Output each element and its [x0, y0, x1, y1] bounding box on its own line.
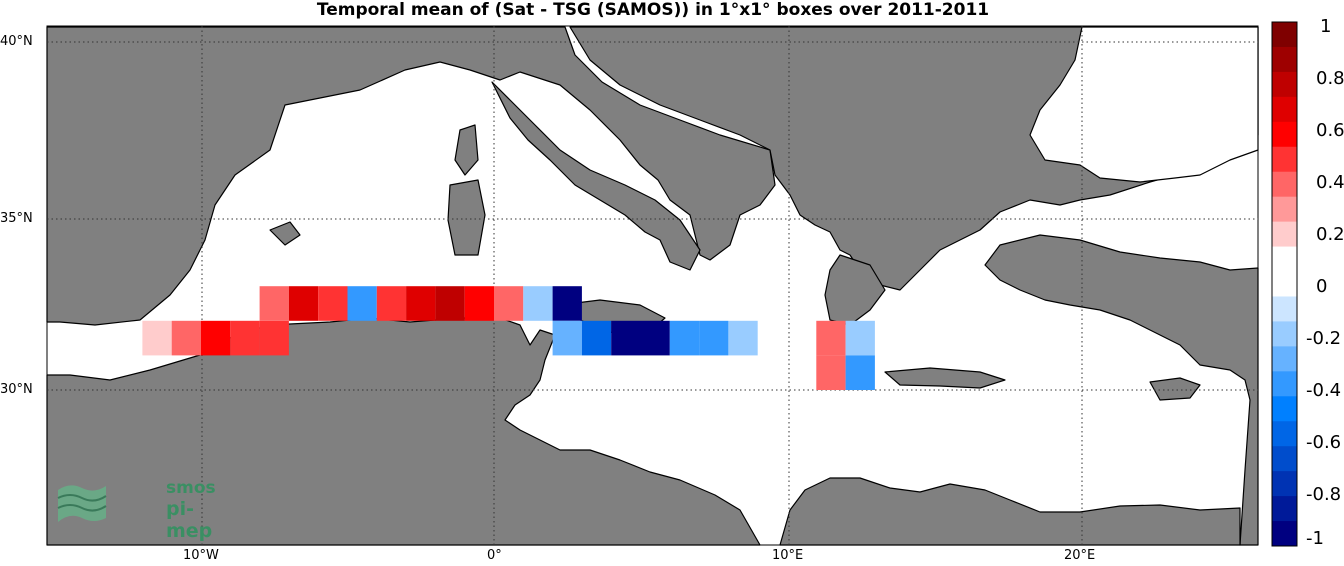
- libya-egypt: [779, 477, 1241, 546]
- colorbar-swatch-13: [1272, 346, 1297, 372]
- lon-label-20e: 20°E: [1064, 548, 1096, 563]
- lat-label-30n: 30°N: [0, 382, 33, 397]
- colorbar-swatch-8: [1272, 221, 1297, 248]
- colorbar-swatch-2: [1272, 71, 1297, 98]
- colorbar-tick-7: -0.4: [1306, 380, 1342, 401]
- heatmap-cell-24: [816, 355, 846, 390]
- colorbar-tick-6: -0.2: [1306, 328, 1342, 349]
- corsica: [454, 124, 479, 176]
- colorbar-tick-1: 0.8: [1316, 68, 1344, 89]
- colorbar-swatch-19: [1272, 496, 1297, 522]
- colorbar-swatch-15: [1272, 396, 1297, 422]
- colorbar-swatch-0: [1272, 22, 1297, 48]
- heatmap-cell-26: [845, 355, 875, 390]
- colorbar: [1272, 22, 1297, 547]
- heatmap-cell-13: [494, 286, 524, 321]
- heatmap-cell-2: [201, 320, 231, 356]
- colorbar-tick-4: 0.2: [1316, 224, 1344, 245]
- heatmap-cell-6: [288, 286, 319, 321]
- colorbar-swatch-10: [1272, 271, 1297, 297]
- italy-peninsula: [491, 81, 701, 271]
- heatmap-cell-1: [171, 320, 201, 356]
- colorbar-tick-5: 0: [1316, 276, 1328, 297]
- crete: [884, 367, 1006, 389]
- heatmap-cell-5: [259, 286, 289, 321]
- colorbar-swatch-12: [1272, 321, 1297, 347]
- colorbar-swatch-7: [1272, 196, 1297, 223]
- colorbar-swatch-5: [1272, 146, 1297, 173]
- colorbar-swatch-17: [1272, 446, 1297, 472]
- heatmap-cell-11: [435, 286, 465, 321]
- heatmap-cell-0: [142, 320, 172, 356]
- colorbar-tick-3: 0.4: [1316, 172, 1344, 193]
- lat-label-40n: 40°N: [0, 34, 33, 49]
- colorbar-tick-10: -1: [1306, 528, 1324, 549]
- colorbar-swatch-4: [1272, 121, 1297, 148]
- colorbar-swatch-20: [1272, 521, 1297, 547]
- colorbar-tick-8: -0.6: [1306, 432, 1342, 453]
- heatmap-cell-7: [318, 286, 348, 321]
- map-title: Temporal mean of (Sat - TSG (SAMOS)) in …: [316, 0, 990, 20]
- lat-label-35n: 35°N: [0, 211, 33, 226]
- heatmap-cell-17: [581, 320, 612, 356]
- colorbar-swatch-6: [1272, 171, 1297, 198]
- heatmap-cell-20: [669, 320, 700, 356]
- land-layer: [46, 26, 1259, 546]
- lon-label-0: 0°: [487, 548, 502, 563]
- cyprus: [1149, 377, 1201, 401]
- heatmap-cell-23: [816, 320, 846, 356]
- heatmap-cell-3: [230, 320, 260, 356]
- heatmap-cell-4: [259, 320, 289, 356]
- colorbar-tick-2: 0.6: [1316, 120, 1344, 141]
- colorbar-swatch-16: [1272, 421, 1297, 447]
- heatmap-cells: [142, 286, 875, 390]
- mallorca: [269, 221, 301, 246]
- colorbar-swatch-11: [1272, 296, 1297, 322]
- colorbar-tick-0: 1: [1320, 16, 1332, 37]
- colorbar-tick-9: -0.8: [1306, 484, 1342, 505]
- lon-label-10e: 10°E: [772, 548, 804, 563]
- heatmap-cell-25: [845, 320, 875, 356]
- europe-landmass: [46, 26, 776, 326]
- heatmap-cell-21: [699, 320, 729, 356]
- colorbar-frame: [1271, 21, 1298, 547]
- colorbar-swatch-3: [1272, 96, 1297, 123]
- heatmap-cell-12: [464, 286, 494, 321]
- logo-line-pimep: pi-mep: [166, 498, 213, 542]
- wave-logo-icon: [57, 485, 107, 522]
- heatmap-cell-9: [376, 286, 407, 321]
- heatmap-cell-8: [347, 286, 377, 321]
- colorbar-swatch-18: [1272, 471, 1297, 497]
- black-sea: [1029, 26, 1259, 183]
- graticule: [47, 26, 1258, 545]
- heatmap-cell-18: [611, 320, 641, 356]
- heatmap-cell-15: [552, 286, 582, 321]
- heatmap-cell-16: [552, 320, 582, 356]
- colorbar-swatch-1: [1272, 46, 1297, 73]
- smos-pimep-logo: smos pi-mep: [56, 478, 216, 542]
- heatmap-cell-10: [406, 286, 436, 321]
- anatolia-levant: [984, 234, 1259, 546]
- colorbar-swatch-14: [1272, 371, 1297, 397]
- heatmap-cell-22: [728, 320, 758, 356]
- logo-line-smos: smos: [166, 478, 216, 498]
- colorbar-swatch-9: [1272, 246, 1297, 273]
- heatmap-cell-19: [640, 320, 670, 356]
- lon-label-10w: 10°W: [183, 548, 219, 563]
- sardinia: [447, 179, 486, 256]
- heatmap-cell-14: [523, 286, 553, 321]
